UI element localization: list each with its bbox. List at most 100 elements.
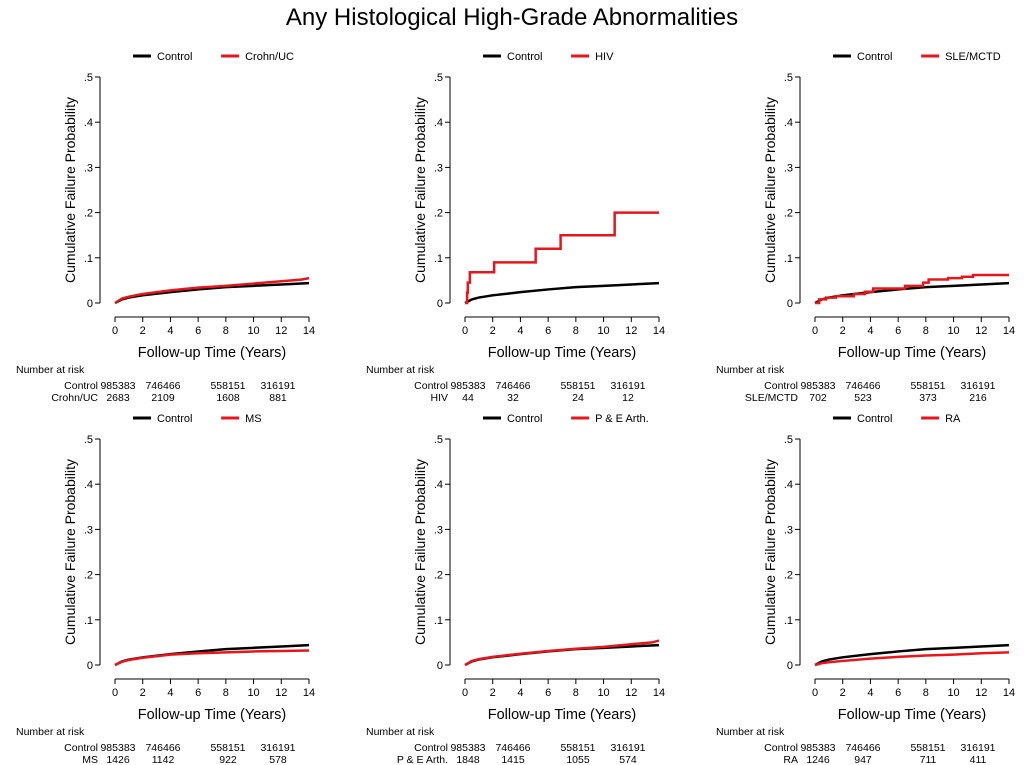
x-tick-label: 10 (247, 325, 259, 337)
x-tick-label: 4 (867, 325, 873, 337)
x-tick-label: 12 (275, 325, 287, 337)
x-tick-label: 4 (517, 325, 523, 337)
risk-value: 702 (809, 392, 827, 404)
series-line-2 (464, 639, 660, 667)
risk-value: 574 (619, 754, 637, 765)
y-tick-label: .2 (434, 208, 443, 220)
y-tick-label: .4 (434, 117, 443, 129)
panel-6: Control RA.5.4.3.2.100 2 4 6 8 10 12 14Follow-up… (716, 413, 1015, 765)
x-tick-label: 0 (812, 325, 818, 337)
risk-value: 1608 (216, 392, 240, 404)
panel-3: Control SLE/MCTD.5.4.3.2.100 2 4 6 8 10 12 14Fol… (716, 51, 1015, 404)
x-tick-label: 12 (625, 325, 637, 337)
risk-value: 985383 (100, 742, 135, 754)
risk-value: 411 (970, 754, 987, 765)
risk-value: 746466 (845, 742, 880, 754)
y-tick-label: .4 (434, 479, 443, 491)
risk-value: 316191 (960, 742, 995, 754)
risk-value: 746466 (145, 380, 180, 392)
x-axis-title: Follow-up Time (Years) (138, 345, 287, 361)
axes: .5 .4 .3 .2 .1 0 0 2 4 6 8 10 12 14 Follow-up Time (Ye… (762, 72, 1015, 361)
risk-value: 216 (969, 392, 987, 404)
x-tick-label: 0 (812, 687, 818, 699)
risk-value: 985383 (100, 380, 135, 392)
x-tick-label: 10 (247, 687, 259, 699)
x-tick-label: 0 (112, 325, 118, 337)
x-tick-label: 4 (867, 687, 873, 699)
x-tick-label: 2 (490, 325, 496, 337)
risk-value: 1426 (106, 754, 130, 765)
x-axis-title: Follow-up Time (Years) (838, 707, 987, 723)
y-tick-label: .3 (434, 524, 443, 536)
panel-4: Control MS.5.4.3.2.100 2 4 6 8 10 12 14Follow-up… (16, 413, 315, 765)
legend-label-2: RA (945, 413, 961, 425)
x-tick-label: 2 (840, 687, 846, 699)
y-tick-label: 0 (437, 660, 443, 672)
y-tick-label: .1 (784, 253, 793, 265)
series-line-2 (815, 273, 1009, 305)
risk-row-label: Control (764, 742, 798, 754)
legend-label-1: Control (857, 413, 892, 425)
risk-value: 746466 (495, 742, 530, 754)
y-tick-label: .1 (434, 615, 443, 627)
x-axis-title: Follow-up Time (Years) (488, 345, 637, 361)
series-line-1 (464, 643, 660, 667)
risk-value: 44 (462, 392, 474, 404)
x-tick-label: 14 (1003, 687, 1015, 699)
risk-value: 922 (219, 754, 237, 765)
y-tick-label: .4 (84, 479, 93, 491)
risk-row-label: Control (64, 380, 98, 392)
risk-value: 558151 (560, 380, 595, 392)
legend: Control RA (833, 413, 961, 425)
legend-label-1: Control (157, 51, 192, 63)
y-tick-label: .4 (784, 479, 793, 491)
x-tick-label: 6 (545, 687, 551, 699)
risk-row-label: MS (82, 754, 98, 765)
y-axis-title: Cumulative Failure Probability (62, 459, 78, 645)
risk-value: 2683 (106, 392, 130, 404)
legend: Control HIV (483, 51, 614, 63)
risk-value: 316191 (610, 380, 645, 392)
legend-label-2: MS (245, 413, 262, 425)
y-tick-label: .2 (784, 208, 793, 220)
risk-value: 881 (269, 392, 287, 404)
legend: Control SLE/MCTD (833, 51, 1001, 63)
x-tick-label: 2 (490, 687, 496, 699)
risk-table-header: Number at risk (366, 364, 435, 376)
y-tick-label: .1 (784, 615, 793, 627)
risk-row-label: Crohn/UC (51, 392, 98, 404)
x-tick-label: 10 (597, 325, 609, 337)
risk-value: 558151 (910, 380, 945, 392)
y-tick-label: .5 (434, 434, 443, 446)
y-tick-label: .5 (84, 434, 93, 446)
y-tick-label: .2 (84, 570, 93, 582)
x-tick-label: 14 (653, 325, 665, 337)
x-tick-label: 8 (223, 687, 229, 699)
x-tick-label: 8 (573, 687, 579, 699)
risk-table-header: Number at risk (16, 726, 85, 738)
risk-value: 24 (572, 392, 584, 404)
y-tick-label: .5 (784, 434, 793, 446)
y-axis-title: Cumulative Failure Probability (762, 97, 778, 283)
x-tick-label: 10 (947, 687, 959, 699)
risk-value: 1055 (566, 754, 590, 765)
x-tick-label: 2 (140, 325, 146, 337)
x-tick-label: 6 (195, 325, 201, 337)
x-tick-label: 14 (303, 325, 315, 337)
risk-value: 558151 (910, 742, 945, 754)
risk-value: 1848 (456, 754, 480, 765)
risk-value: 985383 (450, 742, 485, 754)
x-tick-label: 2 (140, 687, 146, 699)
risk-value: 12 (622, 392, 634, 404)
risk-table-header: Number at risk (366, 726, 435, 738)
risk-value: 1246 (806, 754, 830, 765)
series-line-1 (814, 643, 1010, 667)
x-tick-label: 12 (625, 687, 637, 699)
y-tick-label: .1 (434, 253, 443, 265)
y-axis-title: Cumulative Failure Probability (762, 459, 778, 645)
